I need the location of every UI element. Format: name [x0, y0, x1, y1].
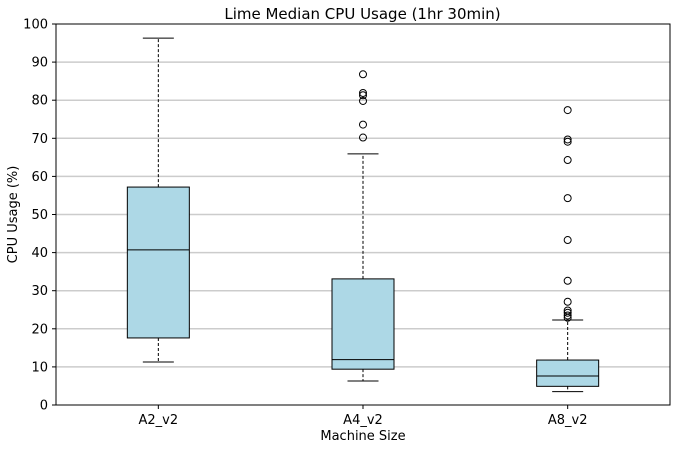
outlier-point [563, 297, 572, 306]
y-tick-label: 70 [31, 132, 48, 147]
x-axis-ticks: A2_v2 A4_v2 A8_v2 [139, 405, 588, 428]
y-tick-label: 80 [31, 94, 48, 109]
outlier-point [563, 137, 572, 146]
y-tick-label: 10 [31, 360, 48, 375]
outlier-point [359, 133, 367, 142]
box-group [536, 106, 600, 393]
y-tick-label: 0 [40, 399, 48, 414]
outlier-point [563, 308, 572, 317]
y-tick-label: 100 [23, 18, 48, 33]
outlier-point [563, 135, 572, 144]
outlier-point [563, 306, 572, 315]
chart-title: Lime Median CPU Usage (1hr 30min) [224, 5, 500, 23]
x-tick-label: A8_v2 [548, 413, 588, 428]
outlier-point [563, 276, 572, 285]
iqr-box [126, 186, 190, 339]
outlier-point [563, 236, 572, 245]
y-axis-label: CPU Usage (%) [6, 166, 21, 264]
outlier-point [563, 311, 572, 320]
outlier-point [359, 88, 367, 97]
outlier-point [563, 194, 572, 203]
outlier-point [359, 96, 367, 105]
iqr-box [536, 359, 600, 387]
y-tick-label: 20 [31, 322, 48, 337]
outlier-point [563, 156, 572, 165]
x-tick-label: A2_v2 [139, 413, 179, 428]
box-group [126, 37, 190, 363]
outlier-point [359, 91, 367, 100]
x-tick-label: A4_v2 [343, 413, 383, 428]
box-group [331, 70, 395, 382]
iqr-box [331, 278, 395, 370]
outlier-point [563, 106, 572, 115]
y-axis-ticks: 0 10 20 30 40 50 60 70 80 90 100 [23, 18, 56, 414]
y-tick-label: 40 [31, 246, 48, 261]
x-axis-label: Machine Size [320, 429, 405, 444]
y-tick-label: 50 [31, 208, 48, 223]
y-tick-label: 90 [31, 56, 48, 71]
boxes [126, 37, 600, 393]
y-tick-label: 60 [31, 170, 48, 185]
outlier-point [359, 70, 367, 79]
outlier-point [359, 120, 367, 129]
y-tick-label: 30 [31, 284, 48, 299]
